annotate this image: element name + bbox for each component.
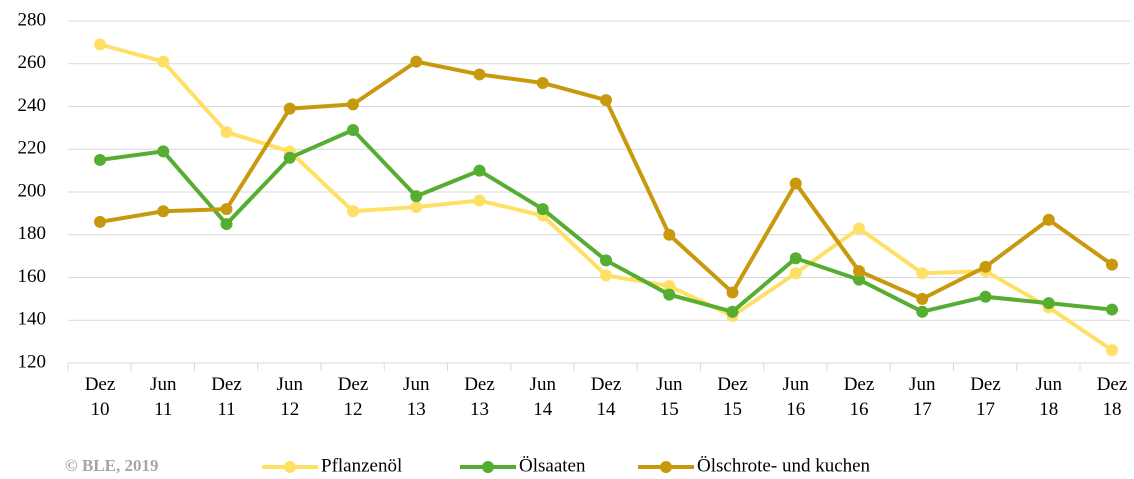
data-point (410, 190, 423, 203)
data-point (473, 164, 486, 177)
legend-label: Pflanzenöl (321, 455, 402, 476)
data-point (979, 290, 992, 303)
y-tick-label: 280 (18, 9, 47, 30)
data-point (220, 218, 233, 231)
data-point (94, 38, 106, 51)
data-point (347, 124, 359, 137)
data-point (853, 222, 865, 235)
x-tick-label: Dez 13 (464, 374, 495, 420)
legend-label: Ölsaaten (519, 455, 586, 476)
data-point (1106, 303, 1118, 316)
x-tick-label: Dez 14 (590, 374, 622, 420)
y-tick-label: 220 (18, 138, 47, 159)
data-point (94, 215, 106, 228)
data-point (789, 252, 802, 265)
source: © BLE, 2019 (65, 456, 158, 475)
x-tick-label: Dez 17 (970, 374, 1001, 420)
data-point (600, 94, 612, 107)
data-point (283, 102, 296, 115)
data-point (1106, 258, 1118, 271)
data-point (410, 55, 423, 68)
legend-label: Ölschrote- und kuchen (697, 455, 871, 476)
data-point (979, 260, 992, 273)
data-point (220, 126, 233, 139)
y-tick-label: 160 (18, 266, 47, 287)
y-tick-label: 260 (18, 52, 47, 73)
y-tick-label: 180 (18, 223, 47, 244)
x-tick-label: Jun 17 (909, 374, 936, 420)
data-point (473, 194, 486, 207)
x-tick-label: Jun 12 (276, 374, 303, 420)
x-tick-label: Dez 18 (1096, 374, 1128, 420)
x-tick-label: Jun 18 (1035, 374, 1062, 420)
data-point (1106, 344, 1118, 357)
data-point (410, 200, 423, 213)
series-line (99, 128, 1113, 314)
x-tick-label: Dez 10 (84, 374, 116, 420)
data-point (916, 292, 929, 305)
x-tick-label: Jun 16 (782, 374, 809, 420)
x-tick-label: Jun 15 (656, 374, 683, 420)
data-point (283, 151, 296, 164)
data-point (916, 267, 929, 280)
data-point (789, 267, 802, 280)
data-point (789, 177, 802, 190)
data-point (157, 145, 170, 158)
legend-marker (482, 461, 494, 473)
data-point (157, 205, 170, 218)
data-point (347, 205, 359, 218)
data-point (663, 228, 676, 241)
data-point (220, 203, 233, 216)
data-point (853, 273, 865, 286)
x-tick-label: Jun 14 (529, 374, 556, 420)
data-point (726, 286, 739, 299)
y-tick-label: 140 (18, 309, 47, 330)
data-point (726, 305, 739, 318)
data-point (94, 153, 106, 166)
data-point (347, 98, 359, 111)
data-point (1042, 297, 1055, 310)
x-tick-label: Dez 11 (211, 374, 242, 420)
x-tick-label: Dez 15 (717, 374, 748, 420)
x-tick-label: Dez 12 (337, 374, 369, 420)
x-tick-label: Jun 11 (150, 374, 177, 420)
data-point (536, 203, 549, 216)
data-point (600, 254, 612, 267)
legend-marker (284, 461, 296, 473)
data-point (536, 76, 549, 89)
y-tick-label: 120 (18, 351, 47, 372)
data-point (157, 55, 170, 68)
data-point (1042, 213, 1055, 226)
x-tick-label: Dez 16 (843, 374, 875, 420)
data-point (600, 269, 612, 282)
x-tick-label: Jun 13 (403, 374, 430, 420)
y-tick-label: 200 (18, 180, 47, 201)
y-tick-label: 240 (18, 95, 47, 116)
legend-marker (660, 461, 672, 473)
data-point (853, 265, 865, 278)
data-point (473, 68, 486, 81)
data-point (916, 305, 929, 318)
data-point (663, 288, 676, 301)
data-point (663, 280, 676, 293)
